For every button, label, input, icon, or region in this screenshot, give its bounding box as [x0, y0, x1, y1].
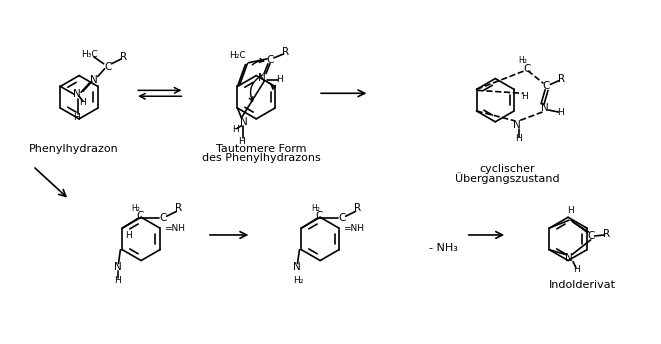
Text: H: H — [125, 232, 132, 240]
Text: H: H — [568, 206, 574, 215]
Text: C: C — [136, 211, 143, 221]
FancyArrowPatch shape — [253, 58, 264, 65]
FancyArrowPatch shape — [249, 75, 262, 101]
Text: H₂: H₂ — [293, 276, 303, 285]
Text: H: H — [516, 134, 522, 143]
Text: H: H — [276, 75, 283, 84]
Text: R: R — [603, 229, 610, 239]
Text: N: N — [513, 120, 521, 130]
Text: N: N — [258, 73, 266, 83]
Text: C: C — [266, 55, 274, 65]
Text: =NH: =NH — [164, 224, 185, 233]
Text: =NH: =NH — [343, 224, 364, 233]
Text: H: H — [79, 98, 85, 107]
Text: cyclischer: cyclischer — [479, 164, 535, 174]
Text: H: H — [232, 125, 239, 134]
Text: N: N — [565, 252, 573, 262]
Text: H: H — [114, 276, 121, 285]
Text: Indolderivat: Indolderivat — [549, 280, 616, 290]
Text: H₂C: H₂C — [229, 51, 246, 61]
Text: C: C — [104, 62, 111, 72]
Text: H₂: H₂ — [132, 204, 141, 213]
Text: R: R — [558, 74, 564, 84]
Text: C: C — [315, 211, 323, 221]
Text: N: N — [541, 103, 549, 113]
Text: R: R — [120, 52, 127, 62]
Text: Phenylhydrazon: Phenylhydrazon — [29, 144, 119, 154]
Text: C: C — [587, 231, 594, 241]
Text: H: H — [574, 265, 580, 274]
Text: H: H — [73, 114, 79, 122]
Text: C: C — [338, 213, 346, 223]
Text: C: C — [543, 82, 550, 92]
Text: H: H — [557, 108, 564, 117]
Text: N: N — [293, 262, 300, 272]
Text: R: R — [175, 203, 182, 213]
Text: H: H — [522, 92, 528, 101]
Text: N: N — [73, 89, 81, 99]
FancyArrowPatch shape — [268, 83, 275, 89]
Text: H₂: H₂ — [518, 56, 527, 65]
Text: H₃C: H₃C — [81, 51, 98, 60]
Text: C: C — [523, 64, 531, 74]
Text: N: N — [90, 75, 98, 85]
Text: Übergangszustand: Übergangszustand — [455, 172, 559, 184]
Text: H: H — [238, 137, 245, 146]
Text: R: R — [354, 203, 361, 213]
Text: N: N — [239, 117, 247, 127]
Text: Tautomere Form: Tautomere Form — [216, 144, 307, 154]
Text: C: C — [159, 213, 167, 223]
Text: des Phenylhydrazons: des Phenylhydrazons — [202, 153, 321, 163]
Text: N: N — [114, 262, 122, 272]
Text: H₂: H₂ — [311, 204, 320, 213]
Text: R: R — [282, 47, 290, 57]
Text: - NH₃: - NH₃ — [429, 243, 457, 253]
